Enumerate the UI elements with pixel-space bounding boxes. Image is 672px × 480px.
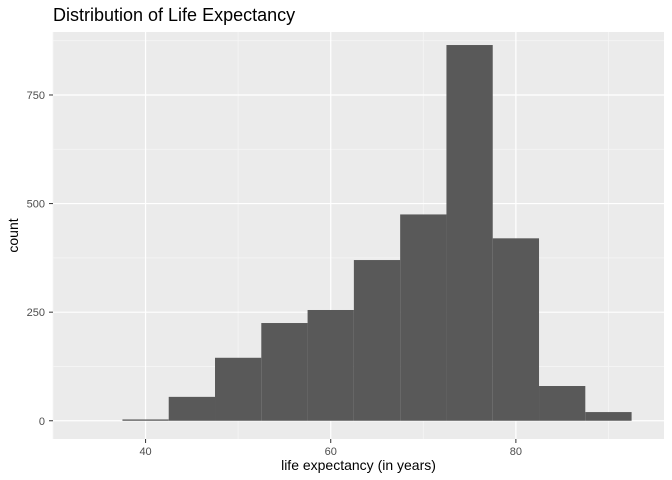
histogram-bar bbox=[539, 386, 586, 421]
y-axis-ticks: 0 250 500 750 bbox=[27, 90, 53, 428]
histogram-bar bbox=[261, 323, 308, 421]
chart-title: Distribution of Life Expectancy bbox=[53, 5, 295, 25]
histogram-bar bbox=[168, 396, 216, 421]
histogram-bar bbox=[122, 419, 169, 421]
histogram-bars bbox=[122, 45, 632, 421]
histogram-bar bbox=[307, 309, 354, 421]
histogram-bar bbox=[215, 357, 262, 421]
y-tick-label: 0 bbox=[39, 416, 45, 428]
histogram-bar bbox=[400, 214, 447, 421]
histogram-bar bbox=[492, 238, 540, 421]
histogram-bar bbox=[353, 260, 401, 421]
y-tick-label: 500 bbox=[27, 199, 45, 211]
x-tick-label: 80 bbox=[510, 446, 522, 458]
y-axis-title: count bbox=[5, 218, 21, 252]
y-tick-label: 250 bbox=[27, 307, 45, 319]
x-axis-title: life expectancy (in years) bbox=[281, 457, 436, 473]
x-axis-ticks: 40 60 80 bbox=[139, 439, 522, 458]
histogram-bar bbox=[446, 45, 493, 421]
histogram-bar bbox=[585, 412, 632, 421]
y-tick-label: 750 bbox=[27, 90, 45, 102]
x-tick-label: 60 bbox=[325, 446, 337, 458]
x-tick-label: 40 bbox=[139, 446, 151, 458]
